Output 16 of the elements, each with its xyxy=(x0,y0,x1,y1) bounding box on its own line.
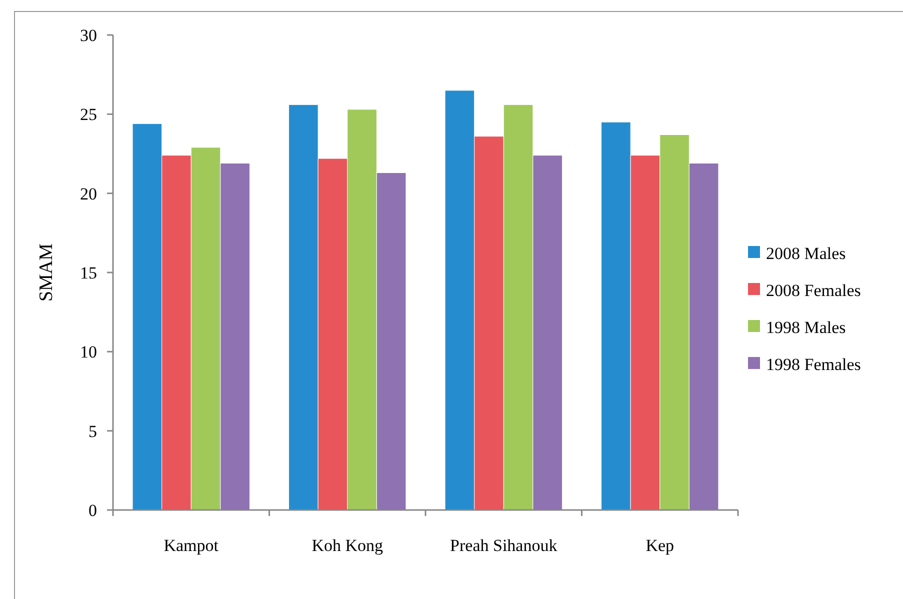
y-tick-label: 25 xyxy=(80,105,97,124)
x-tick-label: Koh Kong xyxy=(312,536,384,555)
x-tick-label: Kep xyxy=(646,536,674,555)
y-tick-label: 30 xyxy=(80,26,97,45)
y-tick-label: 20 xyxy=(80,184,97,204)
y-tick-label: 10 xyxy=(80,342,97,362)
y-axis-title: SMAM xyxy=(36,243,57,302)
legend-label: 2008 Females xyxy=(766,280,861,300)
legend-label: 1998 Males xyxy=(766,318,846,337)
x-tick-label: Kampot xyxy=(164,536,219,555)
y-tick-label: 15 xyxy=(80,263,97,282)
legend-label: 1998 Females xyxy=(766,354,861,374)
x-tick-label: Preah Sihanouk xyxy=(450,536,558,555)
y-tick-label: 0 xyxy=(88,500,97,520)
y-tick-label: 5 xyxy=(88,422,97,441)
legend-label: 2008 Males xyxy=(766,244,846,263)
